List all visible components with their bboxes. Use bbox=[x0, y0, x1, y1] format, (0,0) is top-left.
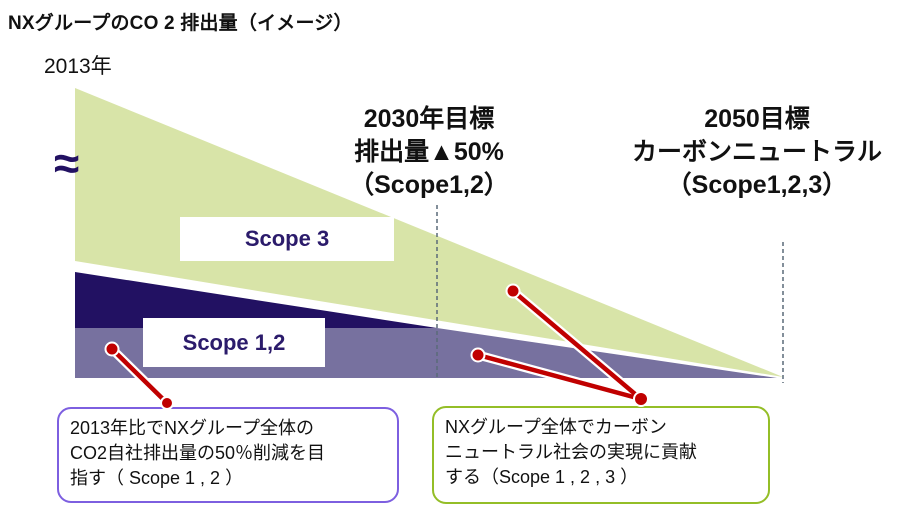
base-year-label: 2013年 bbox=[44, 55, 112, 78]
scope12-label-text: Scope 1,2 bbox=[182, 329, 286, 355]
axis-break-approx-symbol: ≈ bbox=[54, 137, 80, 189]
scope3-label-text: Scope 3 bbox=[244, 226, 330, 251]
target-2050-line3: （Scope1,2,3） bbox=[666, 171, 848, 199]
callout-2050-line2: ニュートラル社会の実現に貢献 bbox=[445, 442, 697, 462]
callout-2030-line3: 指す（ Scope 1 , 2 ） bbox=[70, 468, 244, 488]
target-2050-heading: 2050目標 カーボンニュートラル （Scope1,2,3） bbox=[603, 103, 911, 202]
scope12-upper-area-shape bbox=[75, 272, 437, 328]
target-2030-line1: 2030年目標 bbox=[363, 105, 495, 133]
callout-2030-goal: 2013年比でNXグループ全体の CO2自社排出量の50％削減を目 指す（ Sc… bbox=[57, 407, 399, 503]
target-2050-line2: カーボンニュートラル bbox=[631, 138, 882, 166]
target-2030-heading: 2030年目標 排出量▲50% （Scope1,2） bbox=[298, 103, 560, 202]
target-2050-line1: 2050目標 bbox=[704, 105, 810, 133]
page-title: NXグループのCO 2 排出量（イメージ） bbox=[8, 13, 353, 34]
target-2030-line3: （Scope1,2） bbox=[349, 171, 509, 199]
scope12-area-label: Scope 1,2 bbox=[143, 318, 325, 367]
callout-2050-line3: する（Scope 1 , 2 , 3 ） bbox=[445, 467, 639, 487]
callout-2030-line2: CO2自社排出量の50％削減を目 bbox=[70, 443, 326, 463]
target-2030-line2: 排出量▲50% bbox=[354, 138, 504, 166]
callout-2030-line1: 2013年比でNXグループ全体の bbox=[70, 418, 314, 438]
callout-2050-line1: NXグループ全体でカーボン bbox=[445, 417, 667, 437]
scope3-area-label: Scope 3 bbox=[180, 217, 394, 261]
callout-2050-goal: NXグループ全体でカーボン ニュートラル社会の実現に貢献 する（Scope 1 … bbox=[432, 406, 770, 504]
